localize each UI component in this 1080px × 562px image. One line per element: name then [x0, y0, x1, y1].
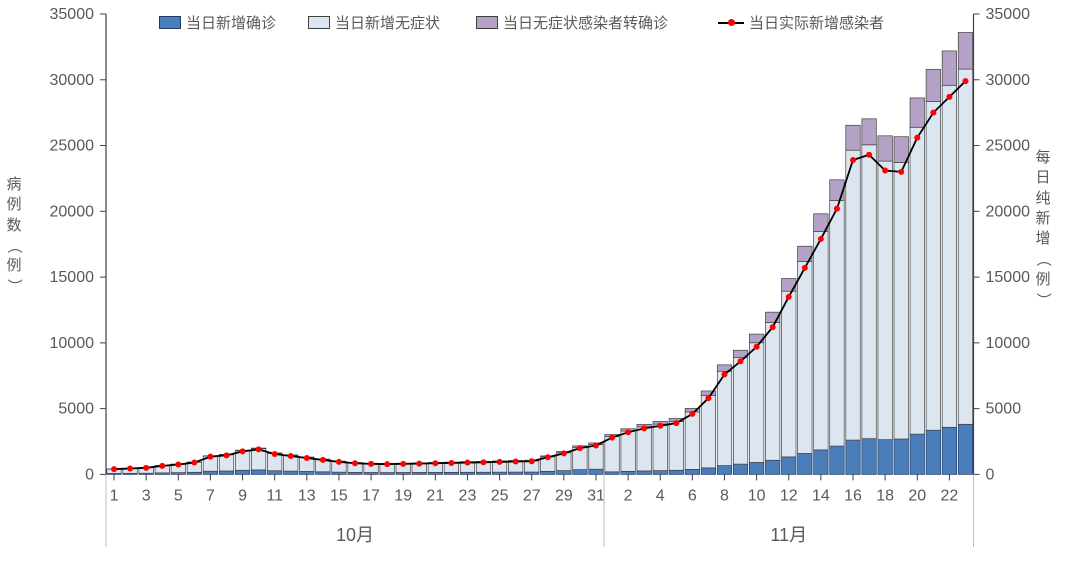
- svg-text:7: 7: [206, 487, 215, 504]
- svg-text:16: 16: [844, 487, 862, 504]
- svg-text:23: 23: [459, 487, 477, 504]
- svg-text:35000: 35000: [50, 6, 95, 23]
- svg-text:15000: 15000: [986, 269, 1031, 286]
- svg-text:20: 20: [908, 487, 926, 504]
- svg-text:9: 9: [238, 487, 247, 504]
- svg-text:25: 25: [491, 487, 509, 504]
- svg-text:31: 31: [587, 487, 605, 504]
- svg-text:0: 0: [986, 466, 995, 483]
- svg-text:27: 27: [523, 487, 541, 504]
- svg-text:15: 15: [330, 487, 348, 504]
- svg-text:30000: 30000: [986, 72, 1031, 89]
- svg-text:20000: 20000: [50, 203, 95, 220]
- svg-text:17: 17: [362, 487, 380, 504]
- svg-text:21: 21: [426, 487, 444, 504]
- svg-text:3: 3: [142, 487, 151, 504]
- svg-text:0: 0: [85, 466, 94, 483]
- svg-text:29: 29: [555, 487, 573, 504]
- svg-text:22: 22: [941, 487, 959, 504]
- svg-text:20000: 20000: [986, 203, 1031, 220]
- svg-text:10月: 10月: [336, 525, 374, 545]
- svg-text:6: 6: [688, 487, 697, 504]
- svg-text:14: 14: [812, 487, 830, 504]
- svg-text:5000: 5000: [58, 401, 94, 418]
- svg-text:35000: 35000: [986, 6, 1031, 23]
- svg-text:25000: 25000: [986, 138, 1031, 155]
- svg-text:30000: 30000: [50, 72, 95, 89]
- svg-text:11: 11: [266, 487, 283, 504]
- svg-text:2: 2: [624, 487, 633, 504]
- svg-text:12: 12: [780, 487, 798, 504]
- svg-text:10000: 10000: [986, 335, 1031, 352]
- svg-text:10000: 10000: [50, 335, 95, 352]
- svg-text:11月: 11月: [770, 525, 807, 545]
- svg-text:8: 8: [720, 487, 729, 504]
- svg-text:15000: 15000: [50, 269, 95, 286]
- svg-text:25000: 25000: [50, 138, 95, 155]
- svg-text:5000: 5000: [986, 401, 1022, 418]
- svg-text:13: 13: [298, 487, 316, 504]
- svg-text:10: 10: [748, 487, 766, 504]
- svg-text:4: 4: [656, 487, 665, 504]
- svg-text:1: 1: [110, 487, 119, 504]
- svg-text:18: 18: [876, 487, 894, 504]
- svg-text:19: 19: [394, 487, 412, 504]
- svg-text:5: 5: [174, 487, 183, 504]
